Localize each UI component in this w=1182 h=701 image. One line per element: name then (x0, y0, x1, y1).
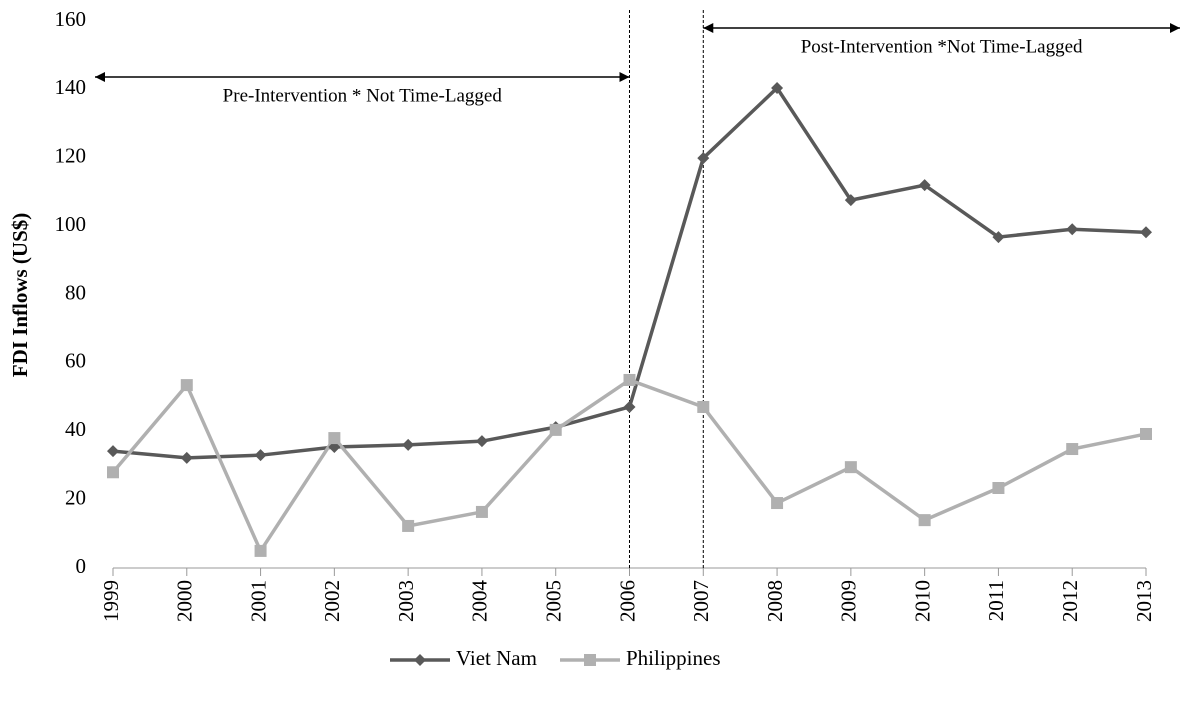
data-point (180, 379, 193, 392)
y-axis-label: FDI Inflows (US$) (8, 213, 32, 378)
x-tick-label: 2007 (689, 580, 713, 622)
y-tick-label: 40 (65, 417, 86, 441)
data-point (771, 497, 784, 510)
x-tick-label: 2009 (837, 580, 861, 622)
y-tick-label: 100 (55, 212, 87, 236)
x-tick-label: 2006 (615, 580, 639, 622)
y-tick-label: 20 (65, 485, 86, 509)
data-point (771, 82, 784, 95)
data-point (918, 514, 931, 527)
legend-marker (414, 654, 426, 666)
data-point (475, 435, 488, 448)
x-tick-label: 2005 (542, 580, 566, 622)
x-tick-label: 2003 (394, 580, 418, 622)
x-tick-label: 2008 (763, 580, 787, 622)
data-point (1140, 226, 1152, 239)
data-point (697, 400, 710, 413)
data-point (549, 423, 562, 436)
data-point (107, 445, 119, 458)
x-tick-label: 2012 (1058, 580, 1082, 622)
y-tick-label: 120 (55, 144, 87, 168)
data-point (475, 505, 488, 518)
data-point (1140, 427, 1152, 440)
data-point (844, 194, 857, 207)
legend-label: Philippines (626, 646, 721, 670)
data-point (1066, 443, 1079, 456)
data-point (623, 373, 636, 386)
y-tick-label: 80 (65, 280, 86, 304)
legend-label: Viet Nam (456, 646, 537, 670)
x-tick-label: 2010 (910, 580, 934, 622)
data-point (1066, 223, 1079, 236)
data-point (992, 231, 1005, 244)
x-tick-label: 2002 (320, 580, 344, 622)
annotation-text: Post-Intervention *Not Time-Lagged (801, 36, 1083, 57)
x-tick-label: 2013 (1132, 580, 1156, 622)
y-tick-label: 0 (76, 554, 87, 578)
data-point (328, 432, 341, 445)
x-tick-label: 2001 (246, 580, 270, 622)
data-point (402, 438, 415, 451)
data-point (254, 449, 267, 462)
x-tick-label: 2000 (173, 580, 197, 622)
data-point (844, 461, 857, 474)
data-point (992, 482, 1005, 495)
y-tick-label: 160 (55, 7, 87, 31)
data-point (402, 519, 415, 532)
data-point (918, 179, 931, 192)
x-tick-label: 2011 (984, 580, 1008, 621)
data-point (180, 451, 193, 464)
x-tick-label: 1999 (99, 580, 123, 622)
data-point (623, 400, 636, 413)
data-point (254, 544, 267, 557)
x-tick-label: 2004 (468, 580, 492, 623)
y-tick-label: 140 (55, 75, 87, 99)
data-point (107, 466, 119, 479)
data-point (697, 152, 710, 165)
y-tick-label: 60 (65, 349, 86, 373)
legend-marker (584, 654, 596, 666)
annotation-text: Pre-Intervention * Not Time-Lagged (223, 85, 503, 106)
